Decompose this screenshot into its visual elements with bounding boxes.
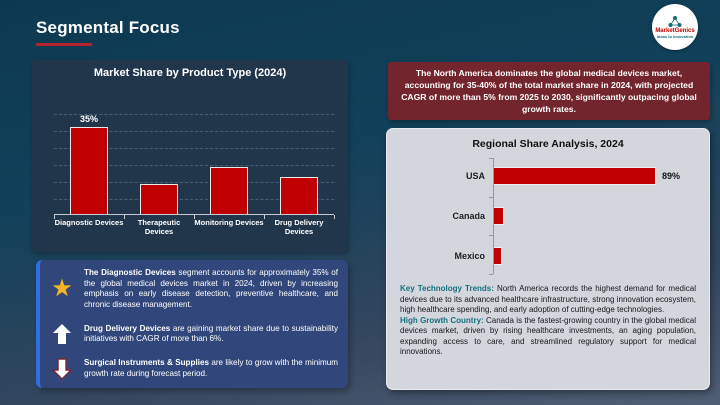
bar-therapeutic-devices <box>140 184 178 214</box>
axis-tick <box>194 215 195 219</box>
callout-body-text: are likely to grow with the minimum grow… <box>84 358 338 378</box>
callout-lead-text: The Diagnostic Devices <box>84 268 176 277</box>
callout-item: Drug Delivery Devices are gaining market… <box>46 323 338 345</box>
logo-name: MarketGenics <box>655 28 695 34</box>
molecule-icon <box>668 16 682 27</box>
product-share-chart-panel: Market Share by Product Type (2024) 35% … <box>32 60 348 252</box>
title-underline <box>36 43 92 46</box>
north-america-highlight-box: The North America dominates the global m… <box>388 62 710 120</box>
down-arrow-icon <box>52 358 72 380</box>
hbar-axis-tick <box>489 196 493 198</box>
hbar-wrap <box>493 196 695 236</box>
hbar-wrap: 89% <box>493 156 695 196</box>
hbar-row: USA 89% <box>401 156 695 196</box>
logo-tagline: Ideas to Innovation <box>656 33 694 39</box>
insight-paragraph: Key Technology Trends: North America rec… <box>400 284 696 316</box>
logo: MarketGenics Ideas to Innovation <box>652 4 698 50</box>
hbar-category-label: Mexico <box>454 251 485 261</box>
regional-chart-title: Regional Share Analysis, 2024 <box>472 138 624 150</box>
hbar-axis-tick <box>489 274 493 276</box>
gridline <box>54 165 334 166</box>
bar-chart-x-axis-labels: Diagnostic Devices Therapeutic Devices Mon… <box>54 218 334 237</box>
callout-item: Surgical Instruments & Supplies are like… <box>46 358 338 380</box>
gridline <box>54 148 334 149</box>
callout-body-text: are gaining market share due to sustaina… <box>84 323 338 344</box>
x-axis-category-label: Therapeutic Devices <box>137 218 181 237</box>
hbar-axis-tick <box>489 235 493 237</box>
bar-drug-delivery-devices <box>280 177 318 214</box>
page-title: Segmental Focus <box>36 18 180 37</box>
key-takeaways-box: ★ The Diagnostic Devices segment accounts… <box>36 260 348 388</box>
insight-lead-text: Key Technology Trends: <box>400 284 494 293</box>
product-chart-title: Market Share by Product Type (2024) <box>93 67 287 79</box>
regional-analysis-panel: Regional Share Analysis, 2024 USA 89% Cana… <box>386 128 710 390</box>
regional-hbar-chart: USA 89% Canada Mexico <box>401 156 695 276</box>
callout-text: Surgical Instruments & Supplies are like… <box>84 358 338 379</box>
axis-tick <box>54 215 55 219</box>
callout-text: Drug Delivery Devices are gaining market… <box>84 324 338 345</box>
callout-text: The Diagnostic Devices segment accounts … <box>84 268 338 311</box>
x-axis-category-label: Drug Delivery Devices <box>274 218 324 237</box>
bar-data-label: 35% <box>79 114 98 124</box>
hbar-axis-tick <box>489 158 493 159</box>
up-arrow-icon <box>46 323 78 345</box>
north-america-highlight-text: The North America dominates the global m… <box>401 67 697 115</box>
down-arrow-icon <box>46 358 78 380</box>
axis-tick <box>264 215 265 219</box>
up-arrow-icon <box>53 324 71 345</box>
hbar-axis-line <box>493 158 494 274</box>
callout-item: ★ The Diagnostic Devices segment accounts… <box>46 268 338 311</box>
hbar-wrap <box>493 236 695 276</box>
callout-lead-text: Surgical Instruments & Supplies <box>84 358 209 368</box>
insight-body-text: Canada is the fastest-growing country in… <box>400 315 696 357</box>
bar-monitoring-devices <box>210 167 248 214</box>
hbar-data-label: 89% <box>662 171 681 181</box>
insight-lead-text: High Growth Country: <box>400 315 484 325</box>
page-title-block: Segmental Focus <box>36 18 180 46</box>
x-axis-category-label: Monitoring Devices <box>194 218 264 227</box>
regional-insights-text: Key Technology Trends: North America rec… <box>400 284 696 358</box>
gridline <box>54 114 334 115</box>
hbar-category-label: Canada <box>452 211 485 221</box>
x-axis-category-label: Diagnostic Devices <box>54 218 124 227</box>
axis-tick <box>124 215 125 219</box>
bar-diagnostic-devices <box>70 127 108 214</box>
hbar-row: Mexico <box>401 236 695 276</box>
callout-lead-text: Drug Delivery Devices <box>84 323 171 333</box>
gridline <box>54 131 334 132</box>
insight-body-text: North America records the highest demand… <box>400 284 696 315</box>
gridline <box>54 182 334 183</box>
gridline <box>54 199 334 200</box>
hbar-canada <box>493 207 504 225</box>
callout-body-text: segment accounts for approximately 35% o… <box>84 268 338 310</box>
hbar-usa <box>493 167 656 185</box>
insight-paragraph: High Growth Country: Canada is the faste… <box>400 316 696 358</box>
star-glyph: ★ <box>51 275 73 303</box>
axis-tick <box>334 215 335 219</box>
hbar-mexico <box>493 247 502 265</box>
star-icon: ★ <box>46 277 78 301</box>
bar-chart-plot-area: 35% <box>54 102 335 219</box>
hbar-row: Canada <box>401 196 695 236</box>
hbar-category-label: USA <box>465 171 485 181</box>
